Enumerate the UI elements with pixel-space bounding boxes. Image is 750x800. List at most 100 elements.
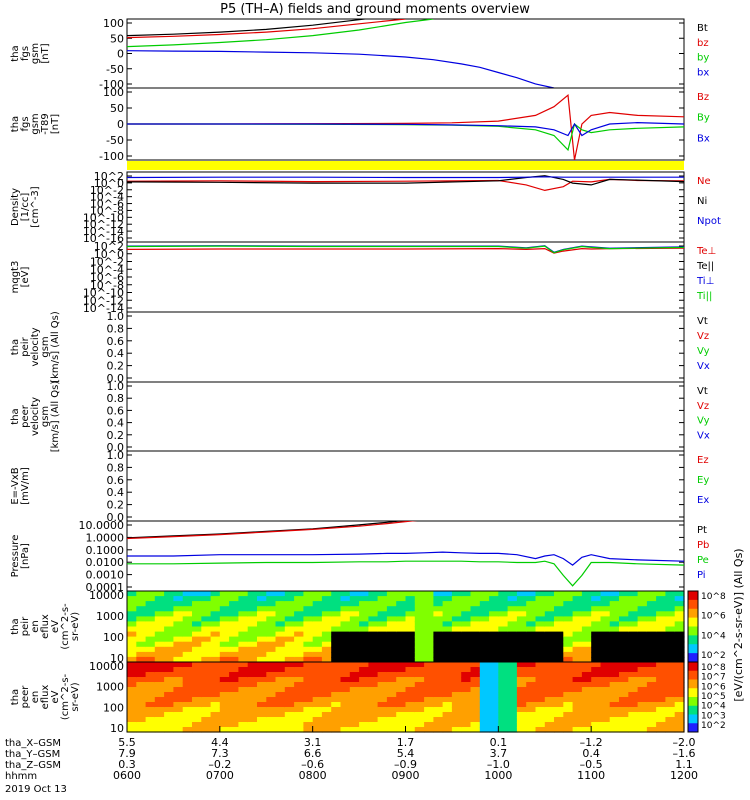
- spectrogram-cell: [591, 702, 602, 708]
- spectrogram-cell: [312, 727, 323, 733]
- spectrogram-cell: [424, 651, 434, 658]
- spectrogram-cell: [665, 727, 676, 733]
- spectrogram-cell: [489, 697, 499, 703]
- spectrogram-cell: [201, 621, 212, 628]
- spectrogram-cell: [145, 626, 156, 633]
- spectrogram-cell: [489, 692, 499, 698]
- spectrogram-cell: [368, 621, 379, 628]
- colorbar-tick-label: 10^5: [701, 692, 726, 702]
- spectrogram-cell: [127, 712, 137, 718]
- spectrogram-cell: [581, 606, 592, 612]
- spectrogram-cell: [127, 687, 137, 693]
- y-axis-label: (cm^2-s-: [60, 673, 71, 720]
- spectrogram-cell: [526, 591, 537, 597]
- spectrogram-cell: [516, 662, 527, 668]
- spectrogram-cell: [591, 707, 602, 713]
- spectrogram-cell: [275, 601, 286, 607]
- y-tick-label: 100: [103, 86, 124, 99]
- spectrogram-cell: [600, 687, 611, 693]
- spectrogram-cell: [154, 601, 165, 607]
- spectrogram-cell: [637, 631, 648, 638]
- spectrogram-cell: [154, 616, 165, 623]
- spectrogram-cell: [182, 692, 193, 698]
- spectrogram-cell: [386, 697, 397, 703]
- spectrogram-cell: [405, 717, 416, 723]
- spectrogram-cell: [424, 682, 434, 688]
- spectrogram-cell: [600, 626, 611, 633]
- spectrogram-cell: [563, 631, 574, 638]
- spectrogram-cell: [145, 727, 156, 733]
- spectrogram-cell: [359, 616, 369, 623]
- spectrogram-cell: [238, 601, 249, 607]
- spectrogram-cell: [665, 601, 676, 607]
- legend-Ez: Ez: [697, 455, 709, 466]
- spectrogram-cell: [386, 651, 397, 658]
- spectrogram-cell: [219, 626, 230, 633]
- spectrogram-cell: [284, 601, 295, 607]
- spectrogram-cell: [127, 596, 137, 602]
- spectrogram-cell: [572, 611, 583, 617]
- spectrogram-cell: [368, 697, 379, 703]
- spectrogram-cell: [581, 631, 592, 638]
- spectrogram-cell: [136, 591, 147, 597]
- spectrogram-cell: [164, 692, 174, 698]
- spectrogram-cell: [609, 656, 620, 663]
- spectrogram-cell: [451, 606, 462, 612]
- spectrogram-cell: [581, 687, 592, 693]
- spectrogram-cell: [377, 692, 388, 698]
- spectrogram-cell: [637, 656, 648, 663]
- spectrogram-cell: [637, 692, 648, 698]
- spectrogram-cell: [331, 621, 342, 628]
- spectrogram-cell: [331, 662, 342, 668]
- spectrogram-cell: [646, 636, 657, 643]
- spectrogram-cell: [182, 641, 193, 648]
- spectrogram-cell: [489, 707, 499, 713]
- spectrogram-cell: [470, 712, 481, 718]
- spectrogram-cell: [266, 616, 277, 623]
- spectrogram-cell: [154, 687, 165, 693]
- spectrogram-cell: [349, 672, 360, 678]
- spectrogram-cell: [619, 667, 629, 673]
- y-tick-label: 0: [117, 118, 124, 131]
- spectrogram-cell: [609, 636, 620, 643]
- spectrogram-cell: [359, 651, 369, 658]
- spectrogram-cell: [554, 697, 564, 703]
- spectrogram-cell: [247, 687, 258, 693]
- spectrogram-cell: [219, 591, 230, 597]
- spectrogram-cell: [554, 636, 564, 643]
- spectrogram-cell: [284, 707, 295, 713]
- spectrogram-cell: [321, 687, 332, 693]
- spectrogram-cell: [136, 682, 147, 688]
- spectrogram-cell: [294, 626, 304, 633]
- spectrogram-cell: [312, 601, 323, 607]
- y-tick-label: 100: [103, 17, 124, 30]
- y-tick-label: -50: [106, 63, 124, 76]
- spectrogram-cell: [470, 677, 481, 683]
- spectrogram-cell: [257, 702, 267, 708]
- y-axis-label: gsm: [40, 336, 51, 357]
- legend-Te||: Te||: [696, 261, 714, 272]
- spectrogram-cell: [321, 662, 332, 668]
- spectrogram-cell: [591, 677, 602, 683]
- spectrogram-cell: [219, 601, 230, 607]
- spectrogram-cell: [229, 707, 239, 713]
- legend-Vy: Vy: [697, 416, 710, 427]
- spectrogram-cell: [229, 682, 239, 688]
- spectrogram-cell: [674, 621, 685, 628]
- spectrogram-cell: [461, 672, 472, 678]
- spectrogram-cell: [127, 692, 137, 698]
- x-axis-date: 2019 Oct 13: [5, 784, 67, 795]
- spectrogram-cell: [127, 611, 137, 617]
- spectrogram-cell: [498, 667, 509, 673]
- spectrogram-cell: [173, 596, 184, 602]
- spectrogram-cell: [368, 717, 379, 723]
- spectrogram-cell: [591, 722, 602, 728]
- spectrogram-cell: [266, 702, 277, 708]
- spectrogram-cell: [554, 717, 564, 723]
- spectrogram-cell: [544, 707, 555, 713]
- spectrogram-cell: [257, 641, 267, 648]
- x-axis-row-label: tha_X–GSM: [5, 738, 61, 749]
- spectrogram-cell: [609, 707, 620, 713]
- spectrogram-cell: [127, 672, 137, 678]
